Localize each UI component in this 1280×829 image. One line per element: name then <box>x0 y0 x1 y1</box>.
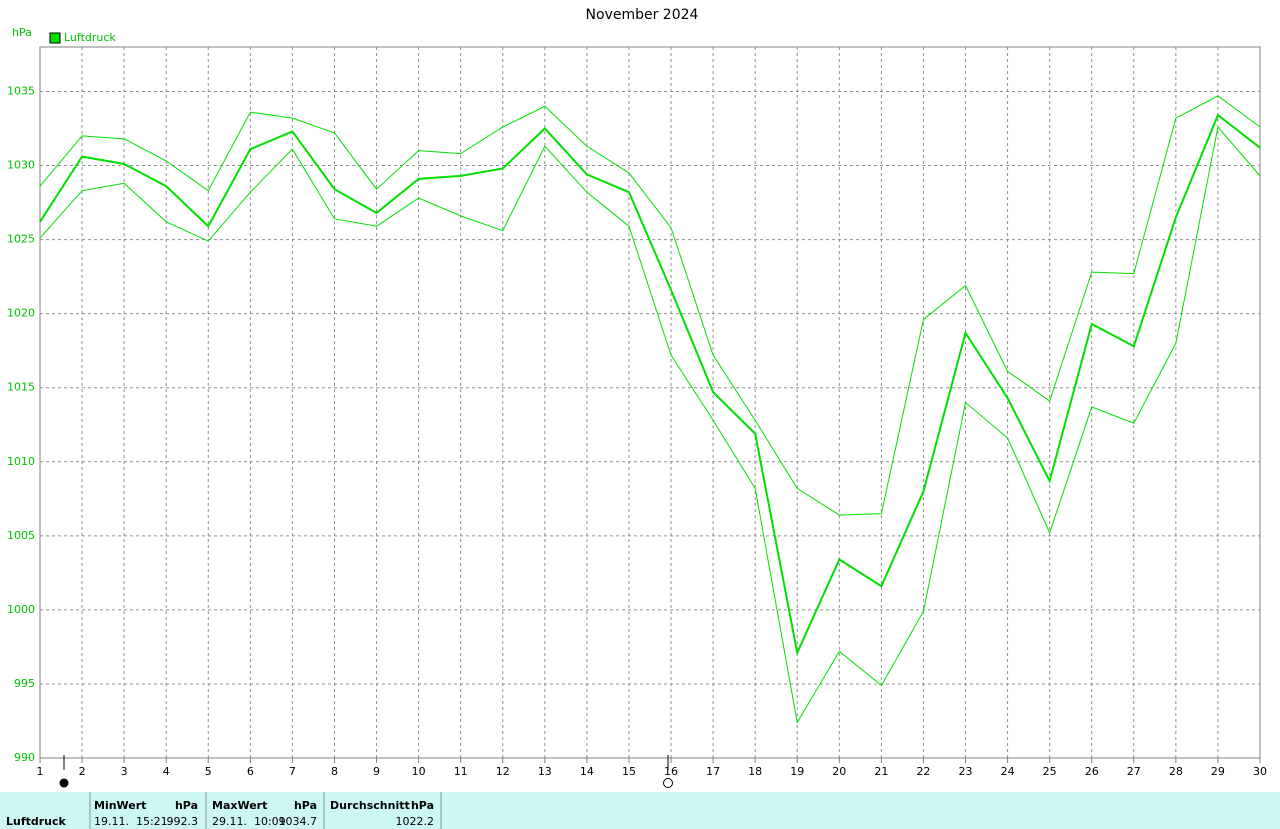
stats-value: 1022.2 <box>396 815 435 828</box>
x-tick-label: 18 <box>748 765 762 778</box>
y-tick-label: 1000 <box>7 603 35 616</box>
x-tick-label: 26 <box>1085 765 1099 778</box>
data-line <box>39 113 1261 657</box>
x-tick-label: 9 <box>373 765 380 778</box>
lines <box>39 95 1261 724</box>
x-tick-label: 14 <box>580 765 594 778</box>
y-tick-label: 1010 <box>7 455 35 468</box>
x-tick-label: 7 <box>289 765 296 778</box>
y-tick-label: 1020 <box>7 307 35 320</box>
x-tick-label: 19 <box>790 765 804 778</box>
stats-panel <box>0 792 1280 829</box>
data-line <box>39 95 1261 516</box>
chart-title: November 2024 <box>586 7 699 23</box>
y-tick-label: 1015 <box>7 381 35 394</box>
x-tick-label: 8 <box>331 765 338 778</box>
stats-label: Durchschnitt <box>330 799 410 812</box>
x-tick-label: 16 <box>664 765 678 778</box>
stats-separators <box>89 792 442 829</box>
stats-label: MaxWert <box>212 799 267 812</box>
stats-label: MinWert <box>94 799 146 812</box>
x-tick-label: 17 <box>706 765 720 778</box>
stats-name: Luftdruck <box>6 815 67 828</box>
x-tick-label: 22 <box>916 765 930 778</box>
y-tick-label: 990 <box>14 751 35 764</box>
data-line <box>39 125 1261 724</box>
y-tick-label: 1005 <box>7 529 35 542</box>
y-tick-label: 1030 <box>7 159 35 172</box>
legend-label: Luftdruck <box>64 31 116 44</box>
x-tick-label: 4 <box>163 765 170 778</box>
x-tick-label: 25 <box>1043 765 1057 778</box>
x-tick-label: 20 <box>832 765 846 778</box>
y-tick-label: 995 <box>14 677 35 690</box>
x-tick-label: 10 <box>412 765 426 778</box>
stats-unit: hPa <box>411 799 434 812</box>
x-tick-label: 13 <box>538 765 552 778</box>
stats-value: 1034.7 <box>279 815 318 828</box>
x-tick-label: 2 <box>79 765 86 778</box>
x-tick-label: 11 <box>454 765 468 778</box>
stats-unit: hPa <box>175 799 198 812</box>
x-tick-label: 12 <box>496 765 510 778</box>
grid <box>39 47 1261 759</box>
x-tick-label: 21 <box>874 765 888 778</box>
legend-swatch <box>49 32 61 44</box>
y-tick-label: 1035 <box>7 84 35 97</box>
x-tick-label: 1 <box>37 765 44 778</box>
x-tick-label: 24 <box>1001 765 1015 778</box>
y-tick-label: 1025 <box>7 233 35 246</box>
x-tick-label: 27 <box>1127 765 1141 778</box>
stats-unit: hPa <box>294 799 317 812</box>
stats-time: 29.11. 10:09 <box>212 815 286 828</box>
x-tick-label: 30 <box>1253 765 1267 778</box>
plot-frame <box>39 46 1261 759</box>
moon-new <box>663 778 673 788</box>
x-tick-label: 23 <box>959 765 973 778</box>
x-tick-label: 6 <box>247 765 254 778</box>
x-tick-label: 3 <box>121 765 128 778</box>
stats-time: 19.11. 15:21 <box>94 815 168 828</box>
x-tick-label: 28 <box>1169 765 1183 778</box>
x-tick-label: 5 <box>205 765 212 778</box>
stats-value: 992.3 <box>167 815 199 828</box>
x-tick-label: 15 <box>622 765 636 778</box>
y-axis-label: hPa <box>12 26 32 39</box>
moon-full <box>59 778 69 788</box>
x-tick-label: 29 <box>1211 765 1225 778</box>
